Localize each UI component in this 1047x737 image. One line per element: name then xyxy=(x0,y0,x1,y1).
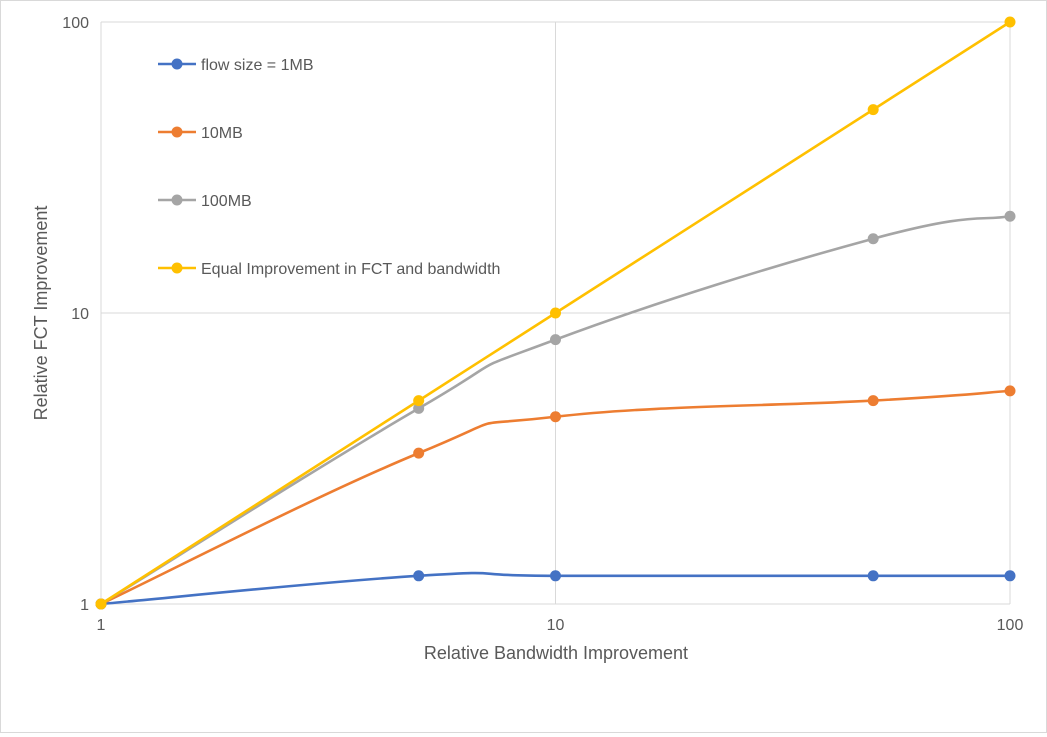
series-2-line xyxy=(99,389,1012,606)
legend: flow size = 1MB 10MB 100MB Equal Improvemen… xyxy=(158,57,500,278)
y-tick-label: 10 xyxy=(71,306,89,323)
legend-label: 100MB xyxy=(201,193,252,210)
series-4-point xyxy=(1004,16,1016,28)
series-4-point xyxy=(413,395,425,407)
series-3-line xyxy=(99,214,1012,606)
legend-item: flow size = 1MB xyxy=(158,57,313,74)
y-tick-label: 1 xyxy=(80,597,89,614)
legend-swatch-marker xyxy=(171,194,183,206)
x-tick-label: 100 xyxy=(997,617,1024,634)
legend-label: flow size = 1MB xyxy=(201,57,313,74)
legend-swatch-marker xyxy=(171,126,183,138)
series-2-point xyxy=(867,395,879,407)
series-4-point xyxy=(550,307,561,319)
legend-item: Equal Improvement in FCT and bandwidth xyxy=(158,261,500,278)
legend-label: 10MB xyxy=(201,125,243,142)
tick-layer: 1 10 100 1 10 100 xyxy=(62,15,1023,634)
legend-swatch-marker xyxy=(171,58,183,70)
series-3-point xyxy=(1004,210,1016,222)
x-axis-title: Relative Bandwidth Improvement xyxy=(424,643,688,663)
series-4-point xyxy=(95,598,107,610)
series-3-point xyxy=(413,402,425,414)
y-axis-title: Relative FCT Improvement xyxy=(31,206,51,421)
series-1-point xyxy=(550,570,561,582)
series-3-point xyxy=(867,233,879,245)
series-1-point xyxy=(1004,570,1016,582)
series-2-point xyxy=(1004,385,1016,397)
legend-item: 100MB xyxy=(158,193,252,210)
x-tick-label: 1 xyxy=(97,617,106,634)
x-tick-label: 10 xyxy=(547,617,565,634)
series-2-point xyxy=(550,411,561,423)
series-layer xyxy=(95,16,1016,610)
series-1-point xyxy=(413,570,425,582)
series-2-point xyxy=(413,447,425,459)
series-4-point xyxy=(867,104,879,116)
series-1-line xyxy=(99,571,1012,606)
legend-item: 10MB xyxy=(158,125,243,142)
legend-swatch-marker xyxy=(171,262,183,274)
legend-label: Equal Improvement in FCT and bandwidth xyxy=(201,261,500,278)
series-4-line xyxy=(99,20,1012,606)
series-3-point xyxy=(550,334,561,346)
y-tick-label: 100 xyxy=(62,15,89,32)
series-1-point xyxy=(867,570,879,582)
